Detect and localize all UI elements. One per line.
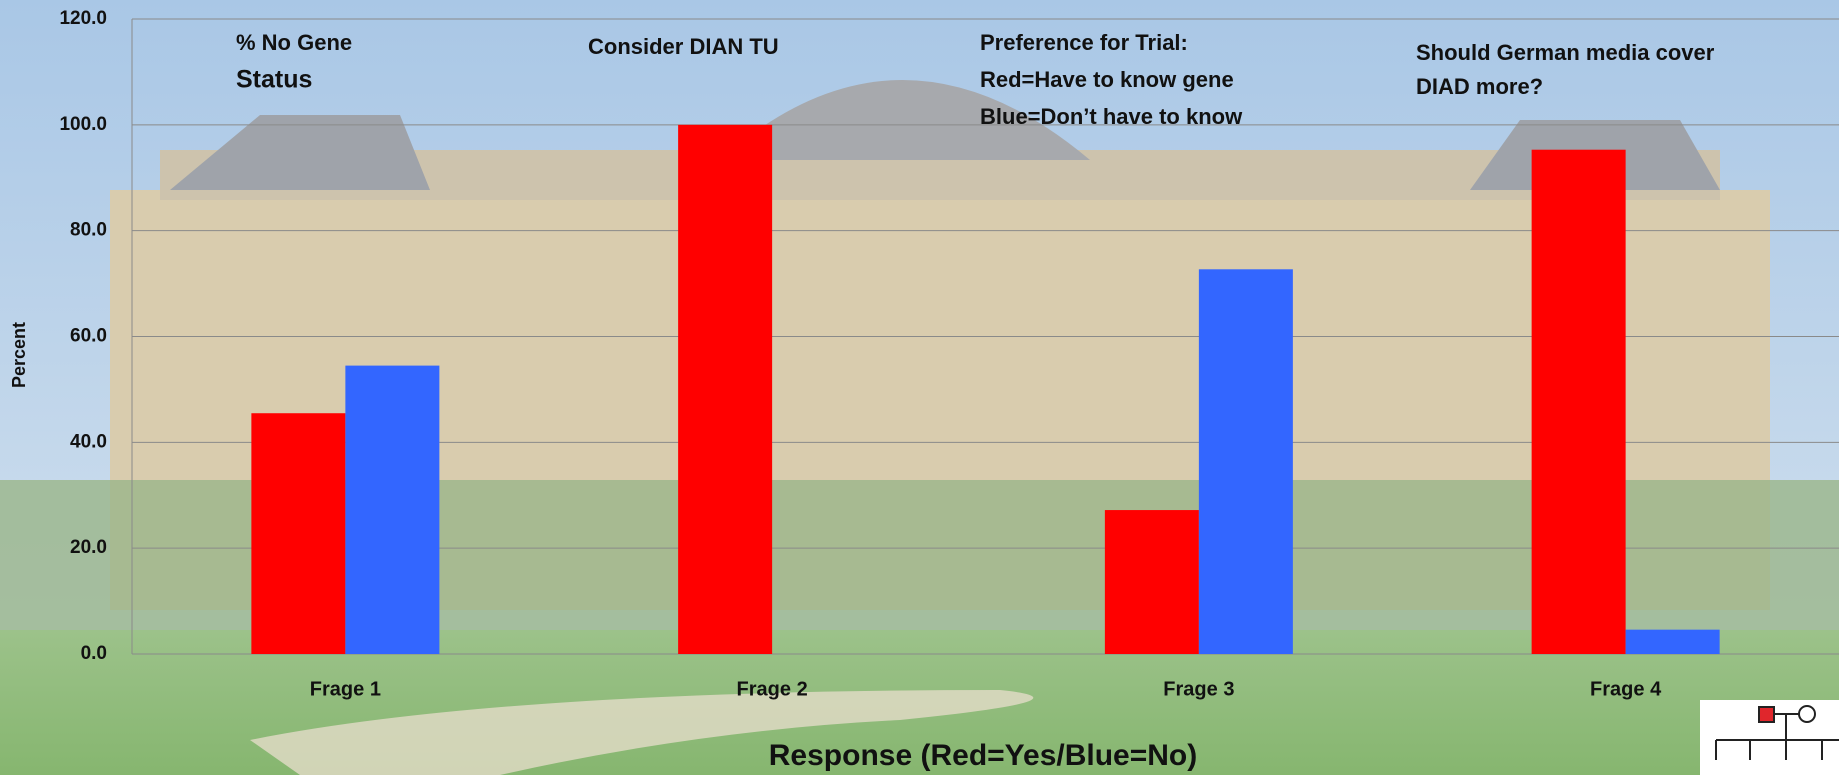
chart: Percent Response (Red=Yes/Blue=No) 0.0 20… <box>0 0 1839 775</box>
annotation: % No Gene <box>236 30 352 55</box>
annotation: Blue=Don’t have to know <box>980 104 1243 129</box>
y-tick-label: 0.0 <box>81 643 107 664</box>
logo <box>1700 700 1839 775</box>
x-tick-label: Frage 2 <box>737 678 808 700</box>
annotation: Red=Have to know gene <box>980 67 1234 92</box>
y-tick-label: 120.0 <box>59 8 107 29</box>
bar <box>251 413 345 654</box>
bar <box>678 125 772 654</box>
bar <box>345 366 439 654</box>
bar <box>1626 630 1720 654</box>
x-axis-title: Response (Red=Yes/Blue=No) <box>769 739 1197 772</box>
y-tick-label: 80.0 <box>70 220 107 241</box>
y-axis-title: Percent <box>9 322 29 388</box>
y-tick-label: 20.0 <box>70 537 107 558</box>
annotation: Should German media cover <box>1416 40 1715 65</box>
annotation: Status <box>236 66 312 94</box>
y-tick-label: 60.0 <box>70 326 107 347</box>
annotation: DIAD more? <box>1416 74 1543 99</box>
annotation: Consider DIAN TU <box>588 34 779 59</box>
x-tick-label: Frage 1 <box>310 678 381 700</box>
bar <box>1105 510 1199 654</box>
x-tick-label: Frage 4 <box>1590 678 1662 700</box>
bar <box>1199 269 1293 654</box>
y-tick-label: 40.0 <box>70 431 107 452</box>
bar <box>1532 150 1626 654</box>
x-tick-label: Frage 3 <box>1163 678 1234 700</box>
y-tick-label: 100.0 <box>59 114 107 135</box>
annotation: Preference for Trial: <box>980 30 1188 55</box>
